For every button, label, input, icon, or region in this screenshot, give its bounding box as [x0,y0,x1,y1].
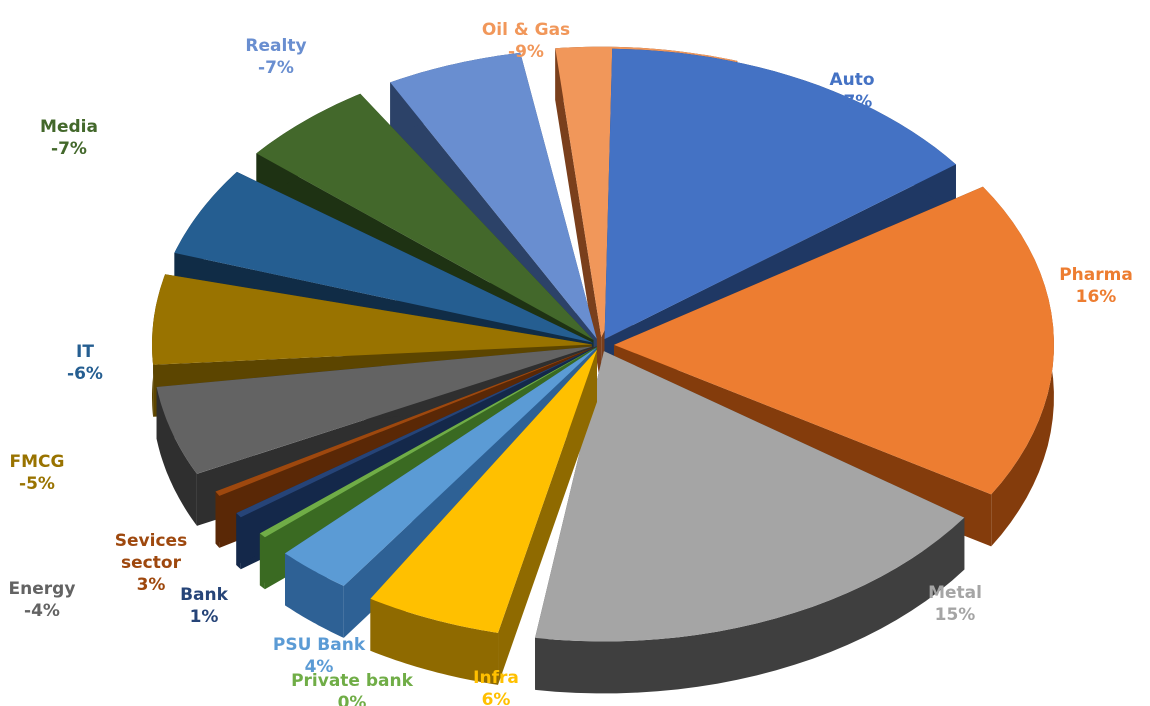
pie-slices [152,46,1054,694]
pie-slice-metal [535,351,965,694]
slice-label-sevices-sector: Sevices sector 3% [115,531,187,595]
slice-label-realty: Realty -7% [245,36,306,78]
slice-label-it: IT -6% [67,342,103,384]
slice-label-pharma: Pharma 16% [1059,265,1133,307]
slice-label-energy: Energy -4% [9,579,76,621]
slice-labels: Auto 17% Pharma 16% Metal 15% Infra 6% PSU Bank 4… [9,20,1133,706]
slice-label-private-bank: Private bank 0% [291,671,414,706]
slice-label-psu-bank: PSU Bank 4% [273,635,366,677]
slice-label-metal: Metal 15% [928,583,982,625]
pie-slice-infra [370,349,598,685]
slice-label-infra: Infra 6% [473,668,519,706]
slice-label-media: Media -7% [40,117,98,159]
slice-label-auto: Auto 17% [829,70,874,112]
slice-label-oil-gas: Oil & Gas -9% [482,20,570,62]
slice-label-fmcg: FMCG -5% [10,452,65,494]
slice-label-bank: Bank 1% [180,585,229,627]
